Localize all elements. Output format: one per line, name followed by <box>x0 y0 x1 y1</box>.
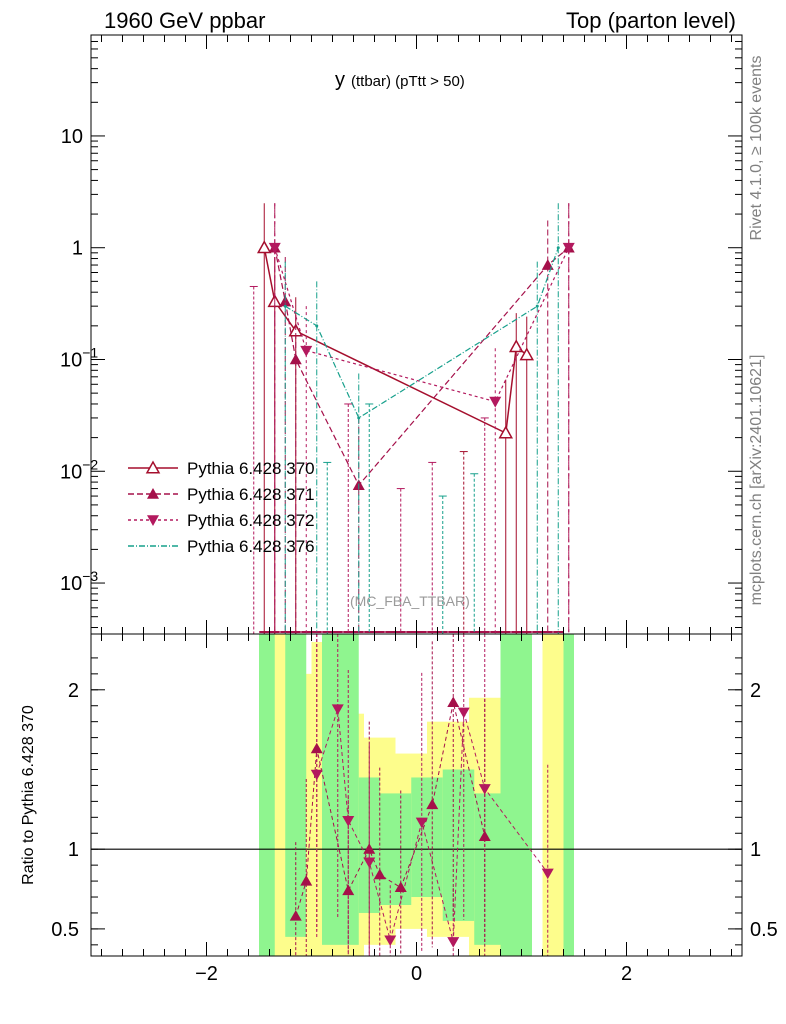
y-tick-label-base: 10 <box>60 573 82 595</box>
ratio-marker <box>310 742 323 754</box>
data-point <box>508 339 524 353</box>
y-tick-label-exponent: −2 <box>82 456 98 472</box>
series-line <box>284 247 559 419</box>
ratio-band-green <box>285 634 307 937</box>
series-s370 <box>256 203 535 634</box>
y-tick-label-exponent: −1 <box>82 344 98 360</box>
data-point <box>268 242 281 254</box>
data-point <box>562 242 575 254</box>
y-tick-label-exponent: −3 <box>82 568 98 584</box>
series-s372 <box>268 203 575 634</box>
mcplots-reference-label: mcplots.cern.ch [arXiv:2401.10621] <box>748 355 765 606</box>
legend: Pythia 6.428 370 Pythia 6.428 371 Pythia 6… <box>128 459 315 556</box>
legend-label: Pythia 6.428 376 <box>187 537 315 556</box>
ratio-tick-label-right: 2 <box>750 680 761 702</box>
data-point <box>279 295 292 307</box>
ratio-marker <box>447 937 460 948</box>
plot-title-variable: y <box>335 69 345 91</box>
legend-marker <box>147 515 159 526</box>
ratio-marker <box>447 696 460 708</box>
y-tick-label: 10−1 <box>60 344 98 371</box>
y-tick-label-base: 10 <box>60 461 82 483</box>
legend-marker <box>145 460 161 474</box>
ratio-series-line-s371 <box>295 702 486 917</box>
ratio-marker <box>342 816 355 827</box>
x-tick-label: 0 <box>411 963 422 985</box>
ratio-marker <box>478 784 491 795</box>
ratio-axis-label: Ratio to Pythia 6.428 370 <box>20 705 37 885</box>
ratio-tick-label: 1 <box>68 839 79 861</box>
series-line <box>274 247 570 487</box>
ratio-marker <box>342 884 355 896</box>
ratio-marker <box>384 935 397 947</box>
data-point <box>289 353 302 365</box>
ratio-tick-label-right: 1 <box>750 839 761 861</box>
plot-title-selection: (ttbar) (pTtt > 50) <box>351 73 465 90</box>
y-tick-label: 10−3 <box>60 568 98 595</box>
data-point <box>519 347 535 361</box>
ratio-marker <box>541 868 554 880</box>
ratio-marker <box>457 707 470 719</box>
ratio-band-green <box>259 634 275 956</box>
header-energy: 1960 GeV ppbar <box>104 8 265 33</box>
ratio-marker <box>363 857 376 868</box>
ratio-tick-label-right: 0.5 <box>750 919 778 941</box>
rivet-version-label: Rivet 4.1.0, ≥ 100k events <box>748 56 765 241</box>
legend-label: Pythia 6.428 371 <box>187 485 315 504</box>
ratio-tick-label: 2 <box>68 680 79 702</box>
y-tick-label-base: 10 <box>60 349 82 371</box>
ratio-marker <box>310 769 323 781</box>
ratio-marker <box>478 830 491 841</box>
y-tick-label: 1 <box>72 238 83 260</box>
ratio-band-green <box>442 769 475 921</box>
x-tick-label: 2 <box>621 963 632 985</box>
legend-label: Pythia 6.428 370 <box>187 459 315 478</box>
data-point <box>256 240 272 254</box>
data-point <box>315 324 319 328</box>
series-s376 <box>283 203 560 634</box>
data-point <box>283 304 287 308</box>
ratio-marker <box>394 881 407 892</box>
ratio-tick-label: 0.5 <box>51 919 79 941</box>
header-process: Top (parton level) <box>566 8 736 33</box>
ratio-band-green <box>322 634 359 945</box>
series-line <box>274 247 570 403</box>
ratio-marker <box>300 875 313 886</box>
series-s371 <box>268 203 575 634</box>
ratio-band-green <box>500 634 532 956</box>
y-tick-label: 10−2 <box>60 456 98 483</box>
data-point <box>498 425 514 439</box>
ratio-band-green <box>474 793 501 945</box>
legend-label: Pythia 6.428 372 <box>187 511 315 530</box>
data-point <box>489 396 502 408</box>
ratio-marker <box>373 868 386 880</box>
ratio-band-green <box>411 777 443 898</box>
ratio-band-green <box>563 634 574 956</box>
data-point <box>357 416 361 420</box>
x-tick-label: −2 <box>195 963 218 985</box>
data-point <box>535 304 539 308</box>
ratio-marker <box>415 817 428 829</box>
data-point <box>300 345 313 357</box>
analysis-watermark: (MC_FBA_TTBAR) <box>350 593 470 609</box>
ratio-marker <box>426 798 439 810</box>
y-tick-label: 10 <box>61 126 83 148</box>
ratio-marker <box>289 910 302 921</box>
legend-marker <box>147 488 159 499</box>
data-point <box>556 246 560 250</box>
ratio-marker <box>363 843 376 854</box>
ratio-marker <box>331 704 344 715</box>
